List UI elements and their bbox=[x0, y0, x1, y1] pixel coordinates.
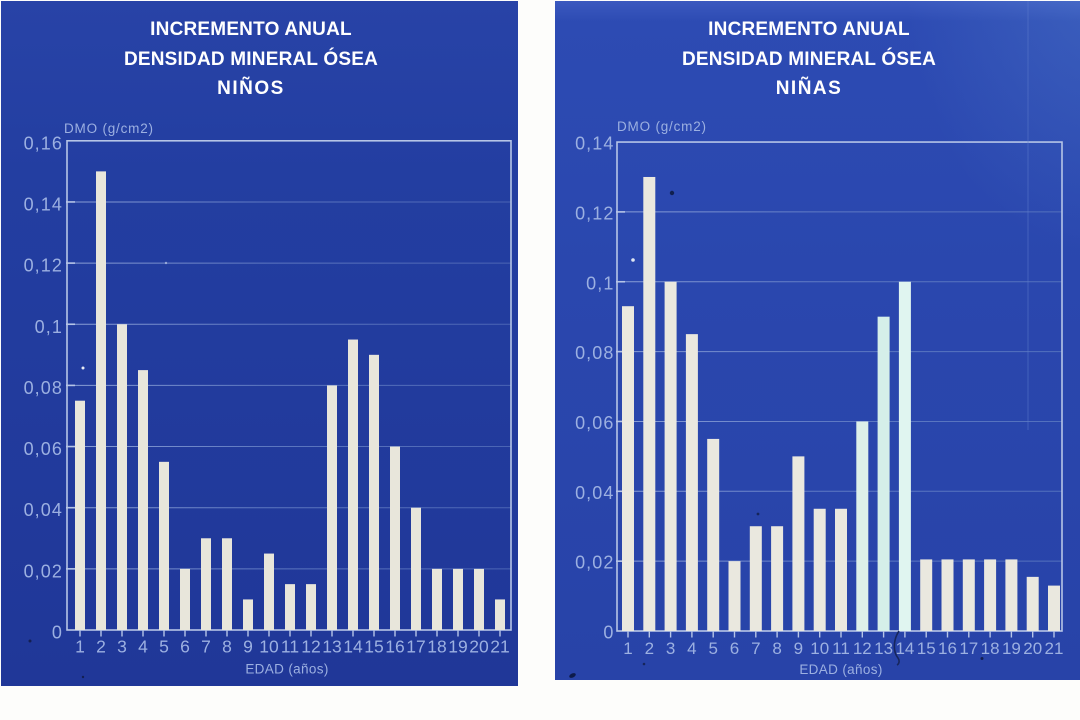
svg-text:0,14: 0,14 bbox=[575, 134, 614, 154]
svg-text:16: 16 bbox=[385, 637, 404, 657]
svg-text:8: 8 bbox=[772, 639, 781, 658]
svg-text:21: 21 bbox=[1045, 639, 1064, 658]
svg-text:14: 14 bbox=[343, 637, 363, 657]
svg-text:19: 19 bbox=[448, 637, 467, 657]
svg-text:13: 13 bbox=[874, 639, 893, 658]
svg-text:20: 20 bbox=[469, 637, 489, 657]
svg-text:20: 20 bbox=[1023, 639, 1042, 658]
svg-text:12: 12 bbox=[301, 637, 320, 657]
svg-text:10: 10 bbox=[810, 639, 829, 658]
svg-text:2: 2 bbox=[645, 639, 654, 658]
svg-text:0,02: 0,02 bbox=[575, 553, 614, 573]
svg-text:16: 16 bbox=[938, 639, 957, 658]
svg-text:11: 11 bbox=[281, 637, 299, 657]
svg-text:6: 6 bbox=[730, 639, 739, 658]
svg-text:17: 17 bbox=[959, 639, 978, 658]
svg-text:7: 7 bbox=[751, 639, 760, 658]
svg-text:0,12: 0,12 bbox=[24, 256, 63, 276]
svg-text:0,14: 0,14 bbox=[24, 194, 63, 214]
svg-text:13: 13 bbox=[322, 637, 341, 657]
svg-text:9: 9 bbox=[243, 637, 253, 657]
svg-text:5: 5 bbox=[708, 639, 717, 658]
svg-text:15: 15 bbox=[364, 637, 383, 657]
svg-text:0,1: 0,1 bbox=[35, 317, 63, 337]
svg-text:0,04: 0,04 bbox=[24, 500, 63, 520]
svg-text:15: 15 bbox=[917, 639, 936, 658]
svg-text:0,02: 0,02 bbox=[24, 561, 63, 581]
svg-text:9: 9 bbox=[794, 639, 803, 658]
svg-text:3: 3 bbox=[666, 639, 675, 658]
svg-text:1: 1 bbox=[75, 637, 85, 657]
svg-text:17: 17 bbox=[406, 637, 425, 657]
svg-text:1: 1 bbox=[623, 639, 632, 658]
svg-text:0,1: 0,1 bbox=[586, 273, 614, 293]
svg-text:0,08: 0,08 bbox=[575, 343, 614, 363]
svg-text:11: 11 bbox=[832, 639, 850, 658]
svg-text:0,08: 0,08 bbox=[24, 378, 63, 398]
svg-text:0: 0 bbox=[52, 623, 63, 643]
svg-text:0: 0 bbox=[603, 623, 614, 643]
svg-text:18: 18 bbox=[981, 639, 1000, 658]
svg-text:10: 10 bbox=[259, 637, 279, 657]
svg-text:0,06: 0,06 bbox=[24, 439, 63, 459]
svg-text:0,16: 0,16 bbox=[24, 133, 63, 153]
svg-text:12: 12 bbox=[853, 639, 872, 658]
svg-text:EDAD (años): EDAD (años) bbox=[799, 662, 882, 677]
svg-text:DMO (g/cm2): DMO (g/cm2) bbox=[64, 121, 154, 136]
svg-text:0,12: 0,12 bbox=[575, 203, 614, 223]
svg-text:19: 19 bbox=[1002, 639, 1021, 658]
svg-text:14: 14 bbox=[895, 639, 914, 658]
svg-text:21: 21 bbox=[490, 637, 509, 657]
svg-text:6: 6 bbox=[180, 637, 190, 657]
svg-text:EDAD (años): EDAD (años) bbox=[245, 662, 328, 677]
svg-text:18: 18 bbox=[427, 637, 446, 657]
svg-text:0,04: 0,04 bbox=[575, 483, 614, 503]
svg-text:2: 2 bbox=[96, 637, 106, 657]
svg-text:0,06: 0,06 bbox=[575, 413, 614, 433]
svg-text:8: 8 bbox=[222, 637, 232, 657]
svg-text:4: 4 bbox=[138, 637, 148, 657]
svg-text:7: 7 bbox=[201, 637, 211, 657]
svg-text:5: 5 bbox=[159, 637, 169, 657]
svg-text:4: 4 bbox=[687, 639, 696, 658]
svg-text:3: 3 bbox=[117, 637, 127, 657]
svg-text:DMO (g/cm2): DMO (g/cm2) bbox=[617, 119, 707, 134]
